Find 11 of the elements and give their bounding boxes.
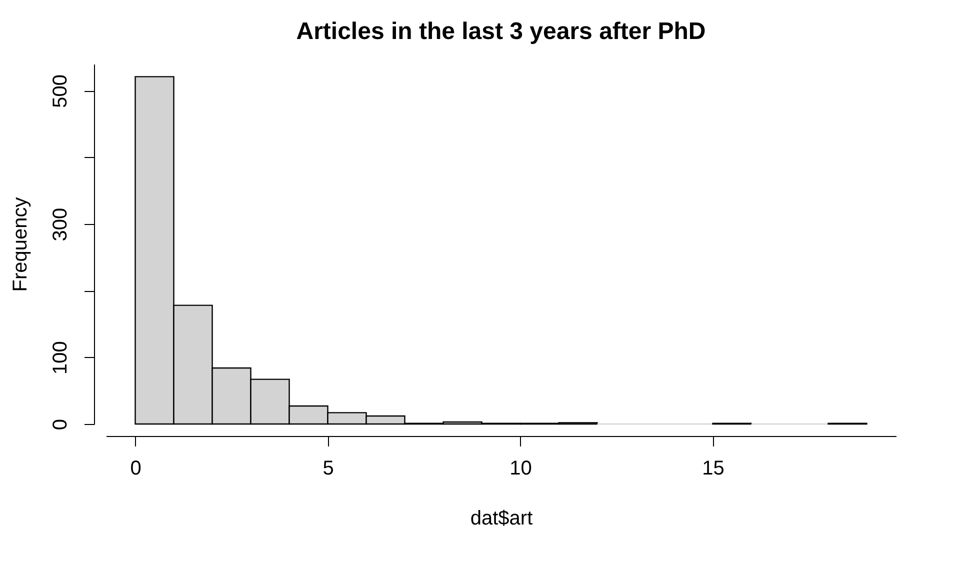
y-tick-label: 500	[50, 74, 72, 108]
y-tick-label: 0	[50, 418, 72, 430]
chart-title: Articles in the last 3 years after PhD	[296, 18, 706, 45]
y-tick-label: 300	[50, 208, 72, 242]
x-tick-label: 15	[702, 458, 724, 480]
y-axis-title: Frequency	[10, 197, 32, 292]
x-tick-label: 5	[322, 458, 334, 480]
x-tick-label: 10	[510, 458, 532, 480]
x-tick-label: 0	[130, 458, 142, 480]
y-tick-label: 100	[50, 341, 72, 375]
x-axis-title: dat$art	[470, 508, 534, 530]
